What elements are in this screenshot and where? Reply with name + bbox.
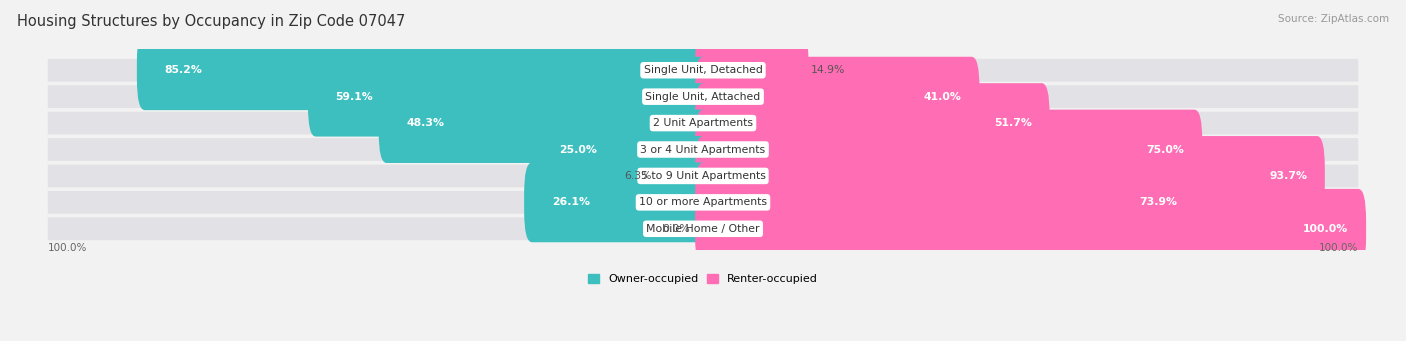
FancyBboxPatch shape [136, 30, 711, 110]
FancyBboxPatch shape [695, 136, 1324, 216]
FancyBboxPatch shape [48, 112, 1358, 134]
Text: 51.7%: 51.7% [994, 118, 1032, 128]
Text: 10 or more Apartments: 10 or more Apartments [638, 197, 768, 207]
Text: 100.0%: 100.0% [48, 243, 87, 253]
Text: 73.9%: 73.9% [1139, 197, 1177, 207]
FancyBboxPatch shape [48, 165, 1358, 187]
Text: 41.0%: 41.0% [924, 92, 962, 102]
FancyBboxPatch shape [48, 218, 1358, 240]
FancyBboxPatch shape [695, 57, 980, 136]
Text: 0.0%: 0.0% [662, 224, 690, 234]
Text: 48.3%: 48.3% [406, 118, 444, 128]
FancyBboxPatch shape [48, 85, 1358, 108]
Text: 25.0%: 25.0% [558, 145, 596, 154]
FancyBboxPatch shape [48, 138, 1358, 161]
Text: 3 or 4 Unit Apartments: 3 or 4 Unit Apartments [641, 145, 765, 154]
FancyBboxPatch shape [531, 109, 711, 189]
Text: 59.1%: 59.1% [336, 92, 373, 102]
FancyBboxPatch shape [48, 59, 1358, 81]
Text: 100.0%: 100.0% [1319, 243, 1358, 253]
Text: 5 to 9 Unit Apartments: 5 to 9 Unit Apartments [641, 171, 765, 181]
Text: Single Unit, Attached: Single Unit, Attached [645, 92, 761, 102]
Text: 85.2%: 85.2% [165, 65, 202, 75]
Text: 2 Unit Apartments: 2 Unit Apartments [652, 118, 754, 128]
FancyBboxPatch shape [695, 109, 1202, 189]
Text: 93.7%: 93.7% [1270, 171, 1308, 181]
FancyBboxPatch shape [654, 136, 711, 216]
FancyBboxPatch shape [308, 57, 711, 136]
FancyBboxPatch shape [695, 162, 1195, 242]
Text: Source: ZipAtlas.com: Source: ZipAtlas.com [1278, 14, 1389, 24]
FancyBboxPatch shape [524, 162, 711, 242]
Text: Single Unit, Detached: Single Unit, Detached [644, 65, 762, 75]
FancyBboxPatch shape [378, 83, 711, 163]
Text: 14.9%: 14.9% [810, 65, 845, 75]
Text: Mobile Home / Other: Mobile Home / Other [647, 224, 759, 234]
Text: 26.1%: 26.1% [551, 197, 589, 207]
FancyBboxPatch shape [695, 83, 1050, 163]
Text: 75.0%: 75.0% [1147, 145, 1185, 154]
FancyBboxPatch shape [695, 30, 808, 110]
Legend: Owner-occupied, Renter-occupied: Owner-occupied, Renter-occupied [583, 269, 823, 288]
Text: 6.3%: 6.3% [624, 171, 652, 181]
FancyBboxPatch shape [695, 189, 1367, 269]
Text: Housing Structures by Occupancy in Zip Code 07047: Housing Structures by Occupancy in Zip C… [17, 14, 405, 29]
FancyBboxPatch shape [48, 191, 1358, 214]
Text: 100.0%: 100.0% [1303, 224, 1348, 234]
